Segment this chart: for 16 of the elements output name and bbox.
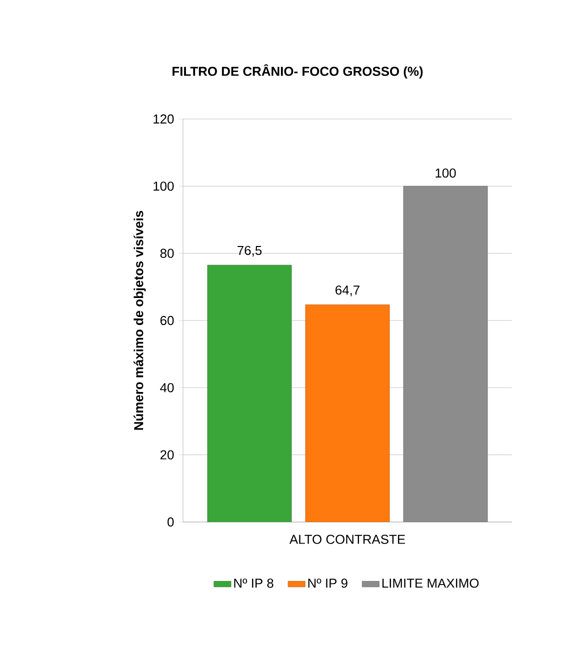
y-tick-label: 120 bbox=[154, 114, 174, 124]
y-tick-label: 20 bbox=[160, 450, 174, 460]
data-label: 100 bbox=[436, 168, 456, 178]
y-tick-label: 80 bbox=[160, 248, 174, 258]
chart-title: FILTRO DE CRÂNIO- FOCO GROSSO (%) bbox=[172, 64, 423, 78]
y-axis-title: Número máximo de objetos visíveis bbox=[134, 210, 146, 430]
legend-label: LIMITE MAXIMO bbox=[382, 578, 479, 588]
data-label: 64,7 bbox=[336, 285, 360, 296]
x-tick-label: ALTO CONTRASTE bbox=[289, 534, 405, 544]
y-tick-label: 40 bbox=[160, 383, 174, 392]
data-label: 76,5 bbox=[238, 246, 262, 257]
legend-label: Nº IP 8 bbox=[234, 578, 274, 588]
legend-label: Nº IP 9 bbox=[308, 578, 348, 588]
y-tick-label: 100 bbox=[154, 182, 174, 191]
y-tick-label: 0 bbox=[168, 517, 174, 527]
y-tick-label: 60 bbox=[160, 316, 174, 326]
